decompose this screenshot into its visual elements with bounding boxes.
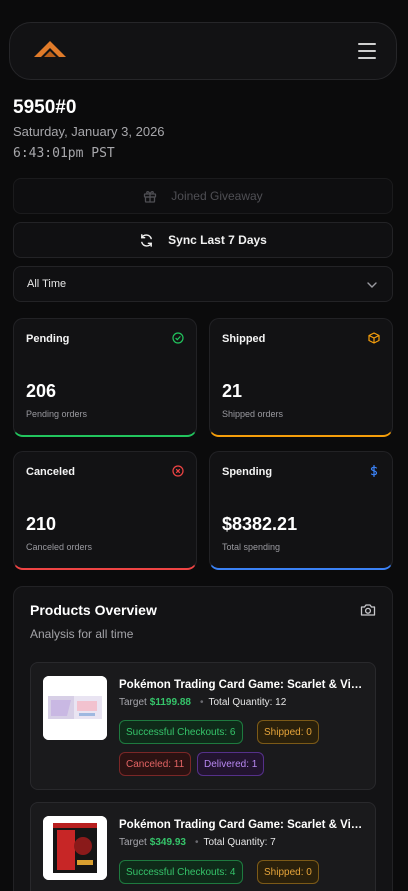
canceled-badge: Canceled: 11 (119, 752, 192, 776)
product-image (43, 676, 107, 740)
shipped-card: Shipped 21 Shipped orders (209, 318, 393, 437)
canceled-card: Canceled 210 Canceled orders (13, 451, 197, 570)
shipped-count: 21 (222, 381, 243, 401)
retailer-label: Target (119, 697, 147, 708)
product-name: Pokémon Trading Card Game: Scarlet & Vio… (119, 819, 369, 831)
gift-icon (144, 191, 157, 203)
page-title: 5950#0 (13, 97, 77, 118)
products-overview-subtitle: Analysis for all time (30, 627, 134, 641)
pending-subtitle: Pending orders (26, 409, 88, 419)
shipped-subtitle: Shipped orders (222, 409, 284, 419)
canceled-count: 210 (26, 514, 57, 534)
canceled-title: Canceled (26, 466, 75, 478)
sync-last-7-days-button[interactable]: Sync Last 7 Days (13, 222, 393, 258)
joined-giveaway-label: Joined Giveaway (171, 189, 263, 203)
x-circle-icon (172, 465, 184, 477)
product-card[interactable]: Pokémon Trading Card Game: Scarlet & Vio… (30, 802, 376, 891)
products-overview-panel: Products Overview Analysis for all time … (13, 586, 393, 891)
spending-subtitle: Total spending (222, 542, 281, 552)
product-quantity: Total Quantity: 12 (208, 697, 287, 708)
pending-title: Pending (26, 333, 70, 345)
hamburger-menu-icon[interactable] (358, 43, 376, 59)
spending-total: $8382.21 (222, 514, 298, 534)
products-overview-title: Products Overview (30, 602, 157, 618)
product-meta: Target $349.93 • Total Quantity: 7 (119, 837, 276, 848)
product-name: Pokémon Trading Card Game: Scarlet & Vio… (119, 679, 369, 691)
refresh-icon (141, 233, 153, 247)
logo[interactable] (32, 39, 68, 63)
dollar-icon (370, 465, 378, 477)
chevron-down-icon (367, 282, 377, 288)
pending-count: 206 (26, 381, 57, 401)
pending-card: Pending 206 Pending orders (13, 318, 197, 437)
spending-title: Spending (222, 466, 273, 478)
shipped-title: Shipped (222, 333, 266, 345)
package-icon (368, 332, 380, 344)
successful-checkouts-badge: Successful Checkouts: 4 (119, 860, 243, 884)
sync-label: Sync Last 7 Days (168, 233, 267, 247)
product-quantity: Total Quantity: 7 (203, 837, 276, 848)
date-text: Saturday, January 3, 2026 (13, 124, 165, 139)
shipped-badge: Shipped: 0 (257, 720, 319, 744)
product-price: $1199.88 (149, 697, 191, 708)
time-text: 6:43:01pm PST (13, 146, 115, 161)
joined-giveaway-button[interactable]: Joined Giveaway (13, 178, 393, 214)
product-price: $349.93 (149, 837, 186, 848)
delivered-badge: Delivered: 1 (197, 752, 265, 776)
retailer-label: Target (119, 837, 147, 848)
time-range-select[interactable]: All Time (13, 266, 393, 302)
product-meta: Target $1199.88 • Total Quantity: 12 (119, 697, 287, 708)
check-circle-icon (172, 332, 184, 344)
spending-card: Spending $8382.21 Total spending (209, 451, 393, 570)
camera-icon[interactable] (360, 603, 376, 617)
product-card[interactable]: Pokémon Trading Card Game: Scarlet & Vio… (30, 662, 376, 790)
product-image (43, 816, 107, 880)
top-bar (9, 22, 397, 80)
time-range-value: All Time (27, 278, 67, 290)
shipped-badge: Shipped: 0 (257, 860, 319, 884)
canceled-subtitle: Canceled orders (26, 542, 93, 552)
successful-checkouts-badge: Successful Checkouts: 6 (119, 720, 243, 744)
